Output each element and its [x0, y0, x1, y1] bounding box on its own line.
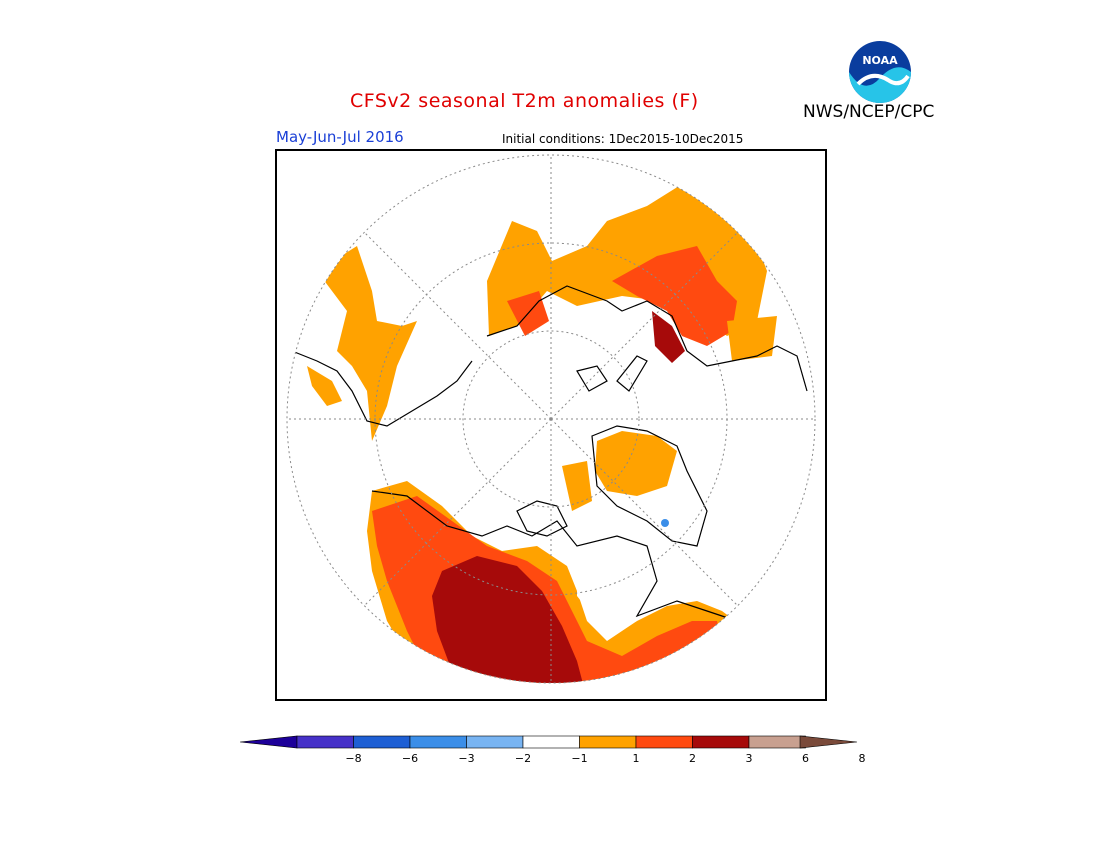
anomaly-greenland-2: [595, 431, 677, 496]
anomaly-eurasia-2b: [727, 316, 777, 361]
colorbar-tick-label: 6: [802, 752, 809, 765]
colorbar-tick-label: 3: [745, 752, 753, 765]
colorbar-left-arrow: [239, 735, 298, 749]
season-label: May-Jun-Jul 2016: [276, 128, 404, 146]
colorbar-tick-label: −3: [458, 752, 475, 765]
anomaly-cold-spot: [661, 519, 669, 527]
colorbar-tick-label: −6: [401, 752, 419, 765]
anomaly-europe-2: [317, 246, 417, 441]
colorbar-tick-label: 1: [632, 752, 640, 765]
map-title: CFSv2 seasonal T2m anomalies (F): [350, 90, 699, 112]
colorbar-box: [296, 735, 354, 749]
colorbar-box: [409, 735, 467, 749]
meridian-grid: [550, 418, 738, 606]
anomaly-eurasia-3: [612, 246, 737, 346]
coastline-svalbard: [576, 365, 608, 392]
meridian-grid: [364, 232, 552, 420]
anomaly-north-america-6: [432, 556, 587, 683]
anomaly-hudson-white: [577, 536, 652, 621]
coastline-arctic-islands: [516, 500, 568, 537]
colorbar-right-arrow: [799, 735, 858, 749]
coastline-europe: [291, 350, 473, 427]
colorbar-box: [692, 735, 750, 749]
polar-map: [275, 149, 827, 701]
meridian-grid: [550, 232, 738, 420]
colorbar-tick-label: 8: [858, 752, 866, 765]
noaa-logo-text: NOAA: [862, 54, 898, 67]
coastline-eurasia: [486, 285, 808, 392]
anomaly-baffin-2: [562, 461, 592, 511]
colorbar-box: [522, 735, 580, 749]
colorbar: [239, 734, 860, 754]
colorbar-tick-label: 2: [689, 752, 696, 765]
colorbar-box: [353, 735, 411, 749]
colorbar-tick-label: −8: [345, 752, 362, 765]
colorbar-box: [748, 735, 806, 749]
colorbar-box: [579, 735, 637, 749]
colorbar-tick-label: −1: [571, 752, 588, 765]
latitude-circle-outer: [286, 154, 816, 684]
colorbar-tick-label: −2: [514, 752, 532, 765]
agency-label: NWS/NCEP/CPC: [803, 102, 935, 122]
anomaly-west-europe-2: [307, 366, 342, 406]
colorbar-box: [635, 735, 693, 749]
coastline-north-america: [371, 490, 738, 622]
coastline-novaya-zemlya: [616, 355, 648, 392]
anomaly-eurasia-6: [652, 311, 685, 363]
noaa-logo: NOAA: [848, 40, 912, 104]
latitude-circle-75n: [462, 330, 640, 508]
initial-conditions-label: Initial conditions: 1Dec2015-10Dec2015: [502, 132, 744, 146]
meridian-grid: [364, 418, 552, 606]
colorbar-box: [466, 735, 524, 749]
coastline-greenland: [591, 425, 708, 547]
